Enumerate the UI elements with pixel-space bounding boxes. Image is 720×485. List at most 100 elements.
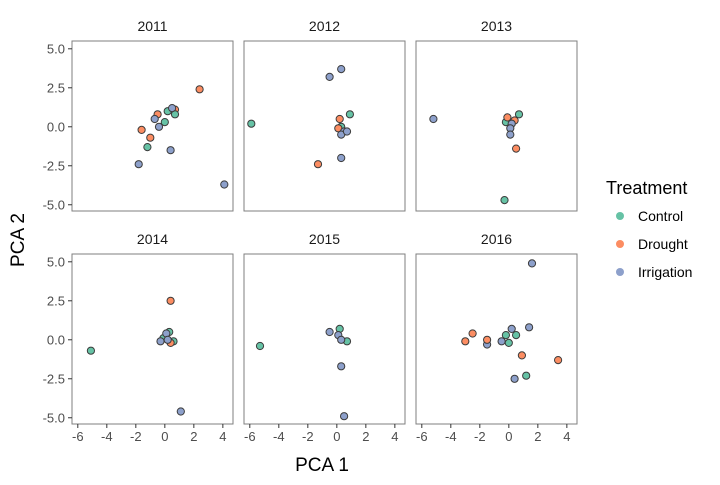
- data-point-control: [247, 119, 256, 128]
- facet-panel-2015: 2015: [243, 231, 406, 425]
- x-tick-label: -4: [101, 429, 113, 444]
- data-point-irrigation: [150, 114, 159, 124]
- data-point-drought: [461, 337, 470, 346]
- data-point-control: [345, 110, 354, 119]
- facet-label: 2012: [309, 18, 340, 34]
- data-point-irrigation: [176, 407, 185, 416]
- legend-title: Treatment: [606, 178, 687, 198]
- data-point-control: [512, 331, 521, 340]
- x-tick-label: -2: [474, 429, 486, 444]
- axes: 5.0 2.5 0.0 -2.5 -5.0 5.0 2.5 0.0 -2.5 -5.0 -6 -4 -2…: [43, 41, 571, 444]
- data-point-control: [501, 331, 510, 340]
- data-point-control: [255, 341, 265, 351]
- data-point-drought: [483, 335, 492, 344]
- facet-label: 2013: [481, 18, 512, 34]
- data-point-irrigation: [337, 153, 346, 163]
- x-tick-label: -2: [130, 429, 142, 444]
- data-point-irrigation: [325, 327, 334, 337]
- data-point-drought: [146, 133, 155, 142]
- legend-key-control: [616, 212, 624, 220]
- legend-label: Control: [638, 208, 683, 224]
- y-axis-label: PCA 2: [8, 213, 29, 267]
- y-tick-label: 2.5: [47, 80, 65, 95]
- data-point-irrigation: [510, 374, 519, 383]
- data-point-drought: [503, 113, 512, 122]
- data-point-drought: [137, 125, 146, 134]
- legend-key-irrigation: [616, 268, 624, 276]
- y-tick-label: 5.0: [47, 254, 65, 269]
- data-point-irrigation: [166, 146, 175, 155]
- data-point-irrigation: [340, 412, 349, 421]
- facet-label: 2015: [309, 231, 340, 247]
- panel-border: [243, 253, 406, 425]
- x-tick-label: -6: [244, 429, 256, 444]
- x-tick-label: -2: [302, 429, 314, 444]
- y-tick-label: 2.5: [47, 293, 65, 308]
- data-point-irrigation: [168, 104, 177, 113]
- data-point-drought: [512, 144, 521, 153]
- data-point-drought: [195, 85, 204, 94]
- data-point-control: [143, 143, 152, 152]
- data-point-irrigation: [337, 335, 346, 344]
- legend-label: Drought: [638, 236, 688, 252]
- x-tick-label: 4: [563, 429, 570, 444]
- x-axis-label: PCA 1: [295, 455, 349, 476]
- x-tick-label: -4: [445, 429, 457, 444]
- legend-key-drought: [616, 240, 624, 248]
- panel-border: [71, 40, 234, 212]
- facet-label: 2014: [137, 231, 168, 247]
- facet-panel-2016: 2016: [415, 231, 578, 425]
- panel-border: [415, 40, 578, 212]
- data-point-drought: [166, 296, 175, 305]
- panel-border: [243, 40, 406, 212]
- facet-label: 2016: [481, 231, 512, 247]
- data-point-irrigation: [342, 127, 352, 136]
- facet-panel-2014: 2014: [71, 231, 234, 425]
- data-point-irrigation: [525, 323, 534, 332]
- data-point-drought: [335, 114, 344, 124]
- legend: Treatment Control Drought Irrigation: [606, 178, 692, 280]
- data-point-control: [500, 196, 509, 205]
- data-point-irrigation: [506, 130, 515, 139]
- x-tick-label: 0: [505, 429, 512, 444]
- data-point-irrigation: [337, 65, 346, 74]
- x-tick-label: 2: [190, 429, 197, 444]
- x-tick-label: 4: [219, 429, 226, 444]
- x-tick-label: -6: [416, 429, 428, 444]
- facet-panels: 2011 2012 2013 2014 2015 2016: [71, 18, 578, 425]
- y-tick-label: -2.5: [43, 371, 65, 386]
- facet-label: 2011: [137, 18, 167, 34]
- data-point-control: [514, 110, 524, 119]
- data-point-irrigation: [156, 337, 165, 346]
- facet-panel-2013: 2013: [415, 18, 578, 212]
- data-point-irrigation: [163, 335, 172, 344]
- x-tick-label: 4: [391, 429, 398, 444]
- y-tick-label: -5.0: [43, 410, 65, 425]
- facet-panel-2012: 2012: [243, 18, 406, 212]
- data-point-irrigation: [220, 180, 229, 189]
- data-point-control: [86, 346, 96, 355]
- data-point-control: [504, 338, 513, 347]
- y-tick-label: 0.0: [47, 119, 65, 134]
- data-point-irrigation: [134, 160, 143, 169]
- data-point-irrigation: [337, 362, 346, 371]
- x-tick-label: 0: [333, 429, 340, 444]
- y-tick-label: -2.5: [43, 158, 65, 173]
- y-tick-label: -5.0: [43, 197, 65, 212]
- y-tick-label: 0.0: [47, 332, 65, 347]
- facet-panel-2011: 2011: [71, 18, 234, 212]
- data-point-control: [160, 118, 169, 127]
- data-point-drought: [554, 356, 563, 365]
- x-tick-label: 2: [534, 429, 541, 444]
- panel-border: [71, 253, 234, 425]
- x-tick-label: -6: [72, 429, 84, 444]
- data-point-irrigation: [429, 114, 438, 124]
- data-point-irrigation: [154, 122, 164, 131]
- x-tick-label: -4: [273, 429, 285, 444]
- x-tick-label: 2: [362, 429, 369, 444]
- panel-border: [415, 253, 578, 425]
- data-point-irrigation: [527, 259, 537, 268]
- y-tick-label: 5.0: [47, 41, 65, 56]
